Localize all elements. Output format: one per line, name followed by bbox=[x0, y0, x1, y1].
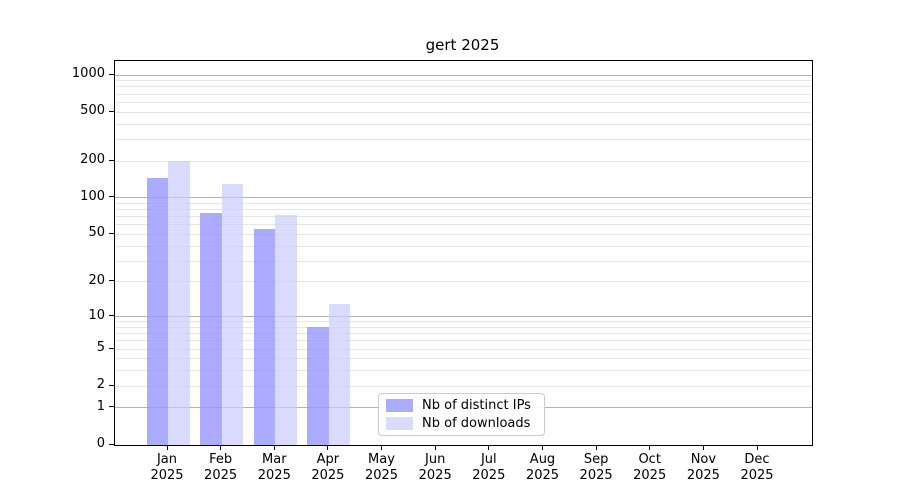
bar-distinct-ips-jan bbox=[146, 178, 168, 445]
x-tick-mark-mar bbox=[273, 445, 275, 450]
x-tick-mark-oct bbox=[649, 445, 651, 450]
y-tick-mark-5 bbox=[109, 347, 114, 349]
x-tick-label-apr: Apr 2025 bbox=[311, 452, 345, 483]
x-tick-mark-feb bbox=[220, 445, 222, 450]
legend-item: Nb of downloads bbox=[386, 416, 544, 431]
y-tick-label-10: 10 bbox=[88, 307, 105, 323]
y-tick-label-50: 50 bbox=[88, 225, 105, 241]
legend-label-distinct-ips: Nb of distinct IPs bbox=[422, 398, 531, 413]
minor-gridline-40 bbox=[115, 245, 812, 247]
y-tick-label-0: 0 bbox=[96, 436, 105, 451]
x-tick-label-jul: Jul 2025 bbox=[472, 452, 506, 483]
minor-gridline-60 bbox=[115, 224, 812, 226]
x-tick-mark-apr bbox=[327, 445, 329, 450]
minor-gridline-500 bbox=[115, 111, 812, 113]
y-tick-mark-0 bbox=[109, 443, 114, 445]
x-tick-mark-dec bbox=[756, 445, 758, 450]
x-tick-mark-nov bbox=[702, 445, 704, 450]
minor-gridline-90 bbox=[115, 202, 812, 204]
legend: Nb of distinct IPs Nb of downloads bbox=[378, 393, 545, 436]
legend-swatch-distinct-ips bbox=[386, 399, 413, 412]
minor-gridline-900 bbox=[115, 80, 812, 82]
y-tick-label-2: 2 bbox=[96, 377, 105, 393]
chart-title: gert 2025 bbox=[425, 36, 500, 54]
x-tick-label-nov: Nov 2025 bbox=[686, 452, 720, 483]
minor-gridline-30 bbox=[115, 260, 812, 262]
x-tick-label-dec: Dec 2025 bbox=[740, 452, 774, 483]
minor-gridline-7 bbox=[115, 333, 812, 335]
y-tick-mark-100 bbox=[109, 196, 114, 198]
minor-gridline-6 bbox=[115, 340, 812, 342]
minor-gridline-800 bbox=[115, 86, 812, 88]
minor-gridline-9 bbox=[115, 321, 812, 323]
minor-gridline-600 bbox=[115, 101, 812, 103]
bar-distinct-ips-mar bbox=[253, 228, 276, 445]
y-tick-mark-1 bbox=[109, 406, 114, 408]
x-tick-label-mar: Mar 2025 bbox=[257, 452, 291, 483]
bar-distinct-ips-feb bbox=[200, 213, 222, 445]
x-tick-mark-jun bbox=[434, 445, 436, 450]
y-tick-label-20: 20 bbox=[88, 272, 105, 288]
minor-gridline-2 bbox=[115, 385, 812, 387]
x-tick-label-oct: Oct 2025 bbox=[633, 452, 667, 483]
minor-gridline-8 bbox=[115, 326, 812, 328]
x-tick-label-feb: Feb 2025 bbox=[204, 452, 238, 483]
bar-downloads-mar bbox=[275, 215, 297, 445]
minor-gridline-700 bbox=[115, 93, 812, 95]
y-tick-mark-500 bbox=[109, 110, 114, 112]
x-tick-label-aug: Aug 2025 bbox=[525, 452, 560, 483]
major-gridline-1000 bbox=[115, 74, 812, 76]
bar-downloads-jan bbox=[168, 161, 190, 445]
major-gridline-100 bbox=[115, 197, 812, 199]
x-tick-label-sep: Sep 2025 bbox=[579, 452, 613, 483]
minor-gridline-300 bbox=[115, 138, 812, 140]
x-tick-label-jan: Jan 2025 bbox=[150, 452, 184, 483]
legend-label-downloads: Nb of downloads bbox=[422, 416, 531, 431]
y-tick-label-100: 100 bbox=[80, 188, 105, 204]
y-tick-mark-200 bbox=[109, 159, 114, 161]
y-tick-mark-2 bbox=[109, 384, 114, 386]
plot-area bbox=[114, 60, 813, 446]
minor-gridline-200 bbox=[115, 160, 812, 162]
y-tick-label-1: 1 bbox=[96, 398, 105, 414]
bar-distinct-ips-apr bbox=[307, 327, 329, 445]
bar-downloads-apr bbox=[328, 303, 351, 445]
x-tick-mark-sep bbox=[595, 445, 597, 450]
x-tick-label-may: May 2025 bbox=[364, 452, 399, 483]
major-gridline-10 bbox=[115, 316, 812, 318]
y-tick-mark-10 bbox=[109, 315, 114, 317]
legend-swatch-downloads bbox=[386, 417, 413, 430]
minor-gridline-80 bbox=[115, 209, 812, 211]
y-tick-label-500: 500 bbox=[80, 103, 105, 119]
minor-gridline-3 bbox=[115, 370, 812, 372]
y-tick-label-1000: 1000 bbox=[71, 66, 105, 81]
y-tick-label-200: 200 bbox=[80, 152, 105, 167]
minor-gridline-400 bbox=[115, 123, 812, 125]
x-tick-mark-jul bbox=[488, 445, 490, 450]
minor-gridline-4 bbox=[115, 358, 812, 360]
y-tick-mark-20 bbox=[109, 280, 114, 282]
y-tick-mark-50 bbox=[109, 232, 114, 234]
y-tick-mark-1000 bbox=[109, 73, 114, 75]
legend-item: Nb of distinct IPs bbox=[386, 398, 544, 413]
y-tick-label-5: 5 bbox=[96, 340, 105, 355]
minor-gridline-70 bbox=[115, 216, 812, 218]
x-tick-label-jun: Jun 2025 bbox=[418, 452, 452, 483]
x-tick-mark-aug bbox=[542, 445, 543, 450]
bar-downloads-feb bbox=[221, 183, 244, 445]
x-tick-mark-jan bbox=[166, 445, 168, 450]
minor-gridline-20 bbox=[115, 281, 812, 283]
minor-gridline-50 bbox=[115, 233, 812, 235]
x-tick-mark-may bbox=[381, 445, 382, 450]
minor-gridline-5 bbox=[115, 348, 812, 350]
